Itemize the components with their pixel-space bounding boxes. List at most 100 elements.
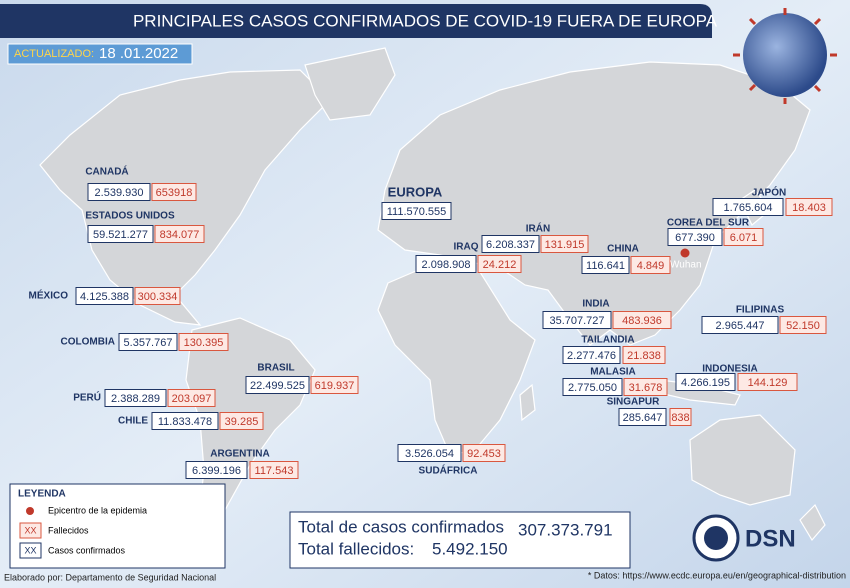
- cases-value: 11.833.478: [158, 416, 212, 428]
- region-name: ARGENTINA: [210, 449, 269, 460]
- deaths-box: [623, 378, 668, 396]
- deaths-box: [134, 287, 181, 305]
- region-name: MÉXICO: [29, 289, 69, 302]
- updated-box: [7, 43, 193, 65]
- cases-box: [185, 461, 248, 479]
- deaths-value: 834.077: [160, 229, 200, 241]
- footer-source: * Datos: https://www.ecdc.europa.eu/en/g…: [588, 570, 846, 580]
- updated-label: ACTUALIZADO:: [14, 48, 94, 60]
- cases-value: 285.647: [623, 412, 663, 424]
- cases-value: 3.526.054: [405, 448, 454, 460]
- legend-label: Epicentro de la epidemia: [48, 505, 147, 515]
- cases-box: [151, 412, 219, 430]
- deaths-box: [737, 373, 798, 391]
- deaths-box: [477, 255, 522, 273]
- deaths-value: 92.453: [467, 448, 501, 460]
- region-name: JAPÓN: [752, 186, 786, 199]
- deaths-box: [540, 235, 589, 253]
- cases-box: [667, 228, 723, 246]
- region-name: MALASIA: [590, 367, 636, 378]
- totals-deaths: 5.492.150: [432, 539, 508, 558]
- cases-value: 4.266.195: [681, 377, 730, 389]
- deaths-value: 619.937: [315, 380, 355, 392]
- deaths-value: 117.543: [255, 465, 294, 477]
- cases-box: [701, 316, 779, 334]
- deaths-value: 483.936: [622, 315, 662, 327]
- region-name: CHILE: [118, 416, 148, 427]
- totals-cases: 307.373.791: [518, 520, 613, 539]
- region-name: COLOMBIA: [61, 337, 115, 348]
- deaths-box: [723, 228, 764, 246]
- cases-value: 2.388.289: [111, 393, 160, 405]
- legend-dot: [26, 507, 34, 515]
- deaths-box: [779, 316, 827, 334]
- totals-cases-label: Total de casos confirmados: [298, 517, 504, 536]
- legend-label: Fallecidos: [48, 525, 89, 535]
- title: PRINCIPALES CASOS CONFIRMADOS DE COVID-1…: [133, 11, 718, 30]
- cases-value: 22.499.525: [250, 380, 305, 392]
- epicenter-dot: [680, 248, 690, 258]
- deaths-value: 18.403: [792, 202, 826, 214]
- deaths-value: 130.395: [184, 337, 224, 349]
- legend-label: Casos confirmados: [48, 545, 126, 555]
- cases-box: [87, 183, 151, 201]
- legend-cases-box: [19, 542, 42, 559]
- legend-deaths-box: [19, 522, 42, 539]
- region-name: CANADÁ: [85, 165, 128, 178]
- logo-emblem-inner: [704, 526, 728, 550]
- totals-deaths-label: Total fallecidos:: [298, 539, 414, 558]
- regions: CANADÁ 2.539.930 653918 ESTADOS UNIDOS 59.52…: [29, 165, 833, 479]
- region-name: TAILANDIA: [581, 335, 634, 346]
- cases-box: [562, 346, 621, 364]
- deaths-box: [167, 389, 216, 407]
- footer-credit: Elaborado por: Departamento de Seguridad…: [4, 572, 216, 582]
- legend-symbol: XX: [24, 525, 36, 535]
- cases-box: [618, 408, 667, 426]
- legend-symbol: XX: [24, 545, 36, 555]
- deaths-box: [630, 256, 671, 274]
- legend-title: LEYENDA: [18, 489, 66, 500]
- deaths-box: [612, 311, 672, 329]
- cases-box: [675, 373, 736, 391]
- cases-box: [712, 198, 784, 216]
- cases-box: [245, 376, 310, 394]
- region-name: BRASIL: [257, 363, 294, 374]
- cases-box: [381, 202, 452, 220]
- cases-value: 2.775.050: [568, 382, 617, 394]
- cases-value: 6.399.196: [192, 465, 241, 477]
- deaths-value: 39.285: [225, 416, 259, 428]
- cases-box: [87, 225, 154, 243]
- deaths-box: [151, 183, 197, 201]
- region-name: SINGAPUR: [607, 397, 661, 408]
- deaths-value: 31.678: [629, 382, 663, 394]
- deaths-box: [154, 225, 205, 243]
- cases-box: [104, 389, 167, 407]
- cases-value: 4.125.388: [80, 291, 129, 303]
- deaths-value: 653918: [156, 187, 193, 199]
- cases-box: [562, 378, 623, 396]
- region-name: INDONESIA: [702, 364, 758, 375]
- region-name: COREA DEL SUR: [667, 218, 750, 229]
- deaths-box: [249, 461, 299, 479]
- totals-box: [289, 511, 631, 569]
- deaths-value: 131.915: [545, 239, 585, 251]
- deaths-value: 300.334: [138, 291, 178, 303]
- deaths-box: [669, 408, 692, 426]
- deaths-value: 24.212: [483, 259, 517, 271]
- cases-value: 2.965.447: [716, 320, 765, 332]
- cases-value: 35.707.727: [549, 315, 604, 327]
- deaths-box: [310, 376, 359, 394]
- cases-box: [397, 444, 462, 462]
- deaths-box: [219, 412, 264, 430]
- region-name: INDIA: [582, 299, 609, 310]
- cases-box: [415, 255, 477, 273]
- region-name: IRÁN: [526, 222, 550, 235]
- updated-date: 18 .01.2022: [99, 45, 178, 62]
- region-name: FILIPINAS: [736, 305, 785, 316]
- region-name: SUDÁFRICA: [419, 464, 478, 477]
- deaths-box: [622, 346, 666, 364]
- cases-box: [75, 287, 134, 305]
- deaths-box: [462, 444, 506, 462]
- region-name: CHINA: [607, 244, 639, 255]
